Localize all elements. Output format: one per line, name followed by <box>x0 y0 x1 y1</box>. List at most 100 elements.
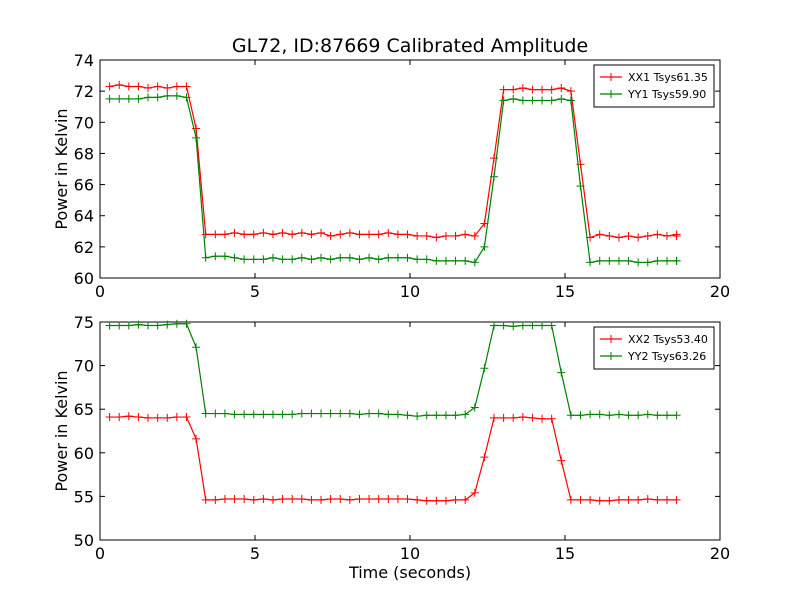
y-tick-label: 60 <box>74 444 94 463</box>
subplot-1: 0 5 10 15 20 60 62 64 66 68 70 72 74 GL72, ID:87669 C… <box>52 35 730 301</box>
data-point-marker <box>403 411 412 420</box>
data-point-marker <box>576 495 585 504</box>
data-point-marker <box>172 82 181 91</box>
x-tick-label: 0 <box>95 544 105 563</box>
data-point-marker <box>393 495 402 504</box>
legend-marker <box>607 90 615 98</box>
data-point-marker <box>422 411 431 420</box>
data-point-marker <box>470 231 479 240</box>
x-tick-label: 10 <box>400 544 420 563</box>
data-point-marker <box>259 255 268 264</box>
data-point-marker <box>288 495 297 504</box>
x-axis-label: Time (seconds) <box>348 563 471 582</box>
series-line <box>109 415 677 502</box>
data-point-marker <box>297 495 306 504</box>
data-point-marker <box>509 322 518 331</box>
data-point-marker <box>220 495 229 504</box>
data-point-marker <box>201 230 210 239</box>
data-point-marker <box>624 411 633 420</box>
data-point-marker <box>182 319 191 328</box>
data-point-marker <box>182 93 191 102</box>
data-point-marker <box>614 410 623 419</box>
data-point-marker <box>230 253 239 262</box>
data-point-marker <box>307 409 316 418</box>
x-tick-label: 5 <box>250 544 260 563</box>
y-tick-label: 64 <box>74 207 94 226</box>
data-point-marker <box>595 230 604 239</box>
data-point-marker <box>105 413 114 422</box>
x-tick-label: 15 <box>555 544 575 563</box>
data-point-marker <box>605 411 614 420</box>
data-point-marker <box>576 411 585 420</box>
data-point-marker <box>115 321 124 330</box>
data-point-marker <box>605 256 614 265</box>
data-point-marker <box>662 495 671 504</box>
data-point-marker <box>326 409 335 418</box>
data-point-marker <box>634 411 643 420</box>
data-point-marker <box>374 230 383 239</box>
data-point-marker <box>192 343 201 352</box>
data-point-marker <box>230 410 239 419</box>
legend-entry-label: YY1 Tsys59.90 <box>627 88 706 101</box>
data-point-marker <box>441 496 450 505</box>
data-point-marker <box>268 230 277 239</box>
data-point-marker <box>528 96 537 105</box>
data-point-marker <box>595 256 604 265</box>
chart-title: GL72, ID:87669 Calibrated Amplitude <box>232 35 588 57</box>
data-point-marker <box>441 231 450 240</box>
data-point-marker <box>490 413 499 422</box>
x-tick-label: 5 <box>250 282 260 301</box>
y-tick-label: 55 <box>74 487 94 506</box>
data-point-marker <box>384 253 393 262</box>
data-point-marker <box>384 410 393 419</box>
data-point-marker <box>624 495 633 504</box>
data-point-marker <box>201 253 210 262</box>
data-point-marker <box>211 495 220 504</box>
data-point-marker <box>259 410 268 419</box>
data-point-marker <box>240 230 249 239</box>
data-point-marker <box>288 410 297 419</box>
data-point-marker <box>172 319 181 328</box>
data-point-marker <box>451 495 460 504</box>
data-point-marker <box>278 495 287 504</box>
data-point-marker <box>336 253 345 262</box>
data-point-marker <box>518 96 527 105</box>
data-point-marker <box>461 410 470 419</box>
data-point-marker <box>317 409 326 418</box>
data-point-marker <box>441 411 450 420</box>
series-2-1 <box>105 412 681 505</box>
data-point-marker <box>163 84 172 93</box>
x-tick-label: 0 <box>95 282 105 301</box>
data-point-marker <box>240 495 249 504</box>
data-point-marker <box>345 409 354 418</box>
data-point-marker <box>566 495 575 504</box>
data-point-marker <box>451 256 460 265</box>
y-tick-label: 65 <box>74 400 94 419</box>
data-point-marker <box>384 495 393 504</box>
data-point-marker <box>374 255 383 264</box>
data-point-marker <box>249 230 258 239</box>
series-2-2 <box>105 319 681 421</box>
data-point-marker <box>605 231 614 240</box>
data-point-marker <box>499 96 508 105</box>
data-point-marker <box>413 255 422 264</box>
y-tick-label: 50 <box>74 531 94 550</box>
y-axis-label: Power in Kelvin <box>52 370 71 491</box>
data-point-marker <box>451 411 460 420</box>
data-point-marker <box>144 413 153 422</box>
data-point-marker <box>518 321 527 330</box>
data-point-marker <box>365 253 374 262</box>
data-point-marker <box>211 409 220 418</box>
data-point-marker <box>432 496 441 505</box>
data-point-marker <box>317 495 326 504</box>
data-point-marker <box>518 413 527 422</box>
data-point-marker <box>172 413 181 422</box>
data-point-marker <box>115 94 124 103</box>
data-point-marker <box>278 228 287 237</box>
data-point-marker <box>393 410 402 419</box>
data-point-marker <box>605 496 614 505</box>
data-point-marker <box>249 410 258 419</box>
data-point-marker <box>134 320 143 329</box>
data-point-marker <box>557 456 566 465</box>
